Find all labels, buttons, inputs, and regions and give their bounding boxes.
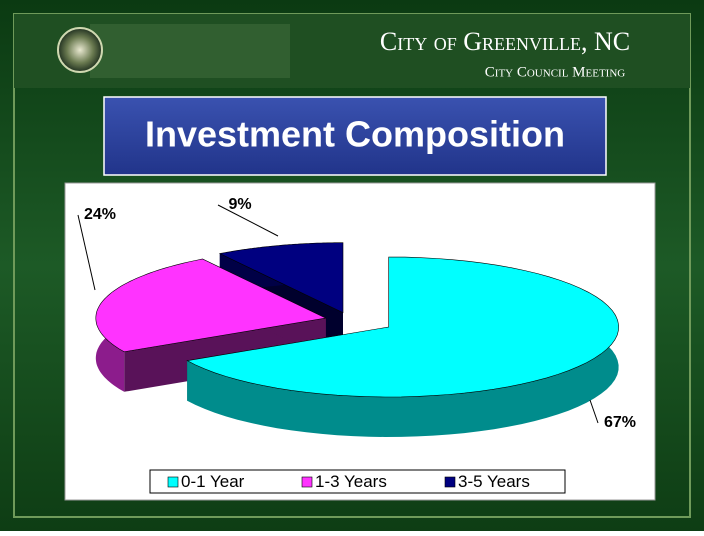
data-label: 9% [228,196,251,213]
leader-line [589,399,599,424]
slice [186,256,619,398]
legend-swatch [444,476,456,488]
header-photo [90,24,290,78]
leader-line [77,214,96,291]
data-label: 24% [84,206,116,223]
leader-line [217,204,279,237]
city-seal [57,27,103,73]
legend-label: 3-5 Years [458,472,530,491]
legend-label: 1-3 Years [315,472,387,491]
legend-label: 0-1 Year [181,472,245,491]
slice [218,242,344,314]
header-subtitle: City Council Meeting [485,64,625,80]
title-box [103,96,607,176]
pie: 67% 24% 9% [77,196,636,437]
legend-swatch [301,476,313,488]
legend-swatch [167,476,179,488]
chart-title: Investment Composition [145,114,565,155]
header-title: City of Greenville, NC [380,27,630,56]
data-label: 67% [604,414,636,431]
legend-box [149,469,566,494]
slice [95,258,327,353]
legend: 0-1 Year 1-3 Years 3-5 Years [149,469,566,494]
